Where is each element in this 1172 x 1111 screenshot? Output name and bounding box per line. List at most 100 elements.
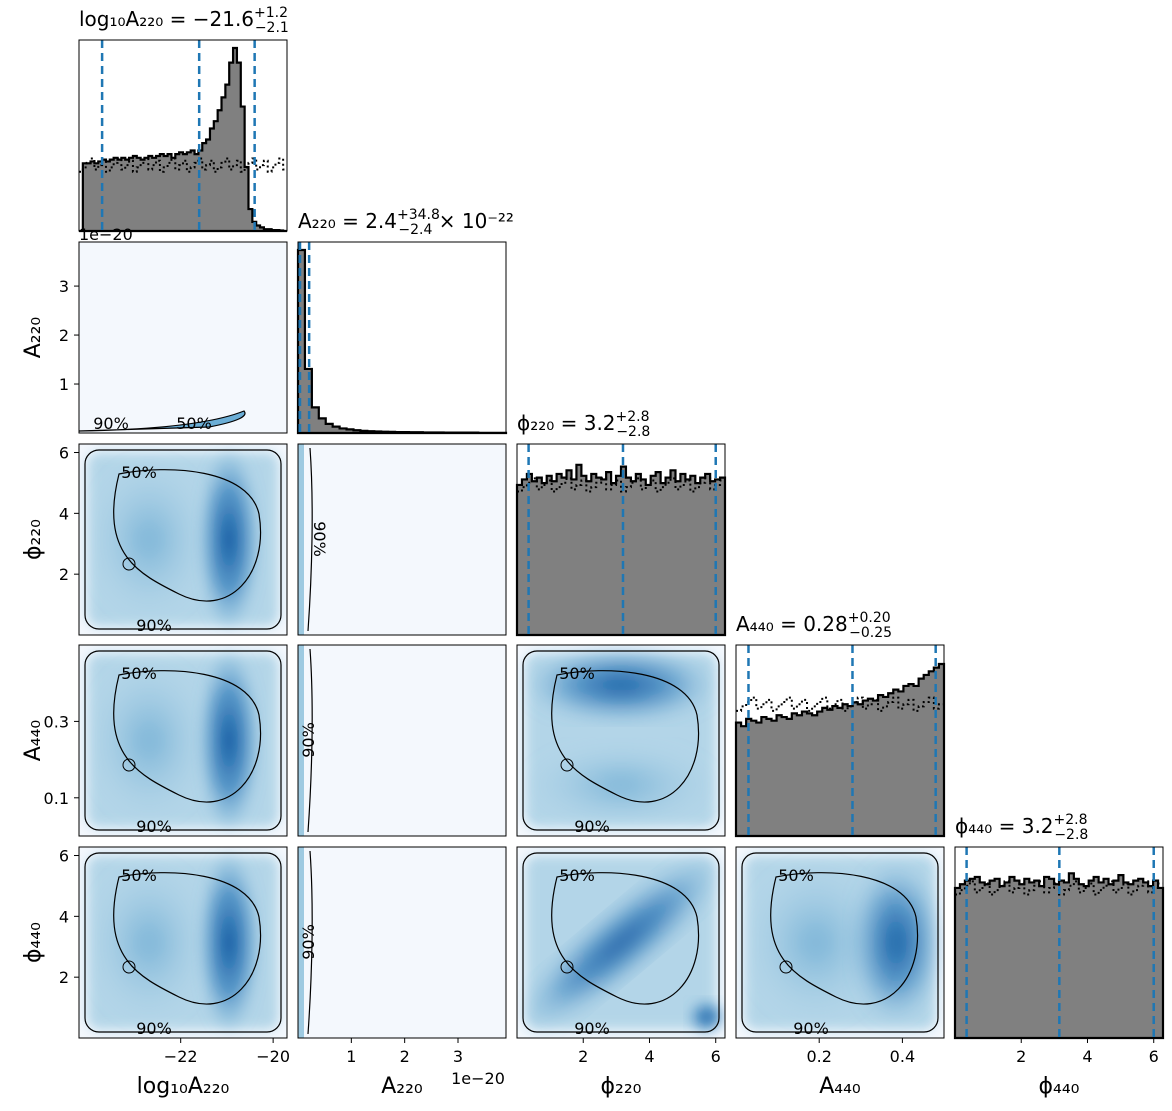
panel-frame <box>297 241 507 434</box>
contour-island <box>779 960 793 974</box>
hist-title-A220: A₂₂₀ = 2.4+34.8 −2.4 × 10⁻²² <box>298 207 514 238</box>
y-tick-label: 4 <box>59 907 69 926</box>
contour-90 <box>522 852 720 1033</box>
density-band <box>298 645 304 836</box>
density-blob <box>197 444 261 635</box>
contour-90 <box>307 447 313 632</box>
panel-frame <box>735 846 945 1039</box>
y-tick-label: 2 <box>59 968 69 987</box>
density-background <box>79 242 287 433</box>
prior-histogram <box>79 157 287 173</box>
contour-label: 90% <box>793 1019 829 1038</box>
x-tick-label: 1 <box>346 1047 356 1066</box>
density-panel-logA220-phi220: 90% 50% <box>78 443 288 636</box>
x-tick-label: 2 <box>578 1047 588 1066</box>
x-tick-label: 2 <box>400 1047 410 1066</box>
contour-50 <box>551 670 699 803</box>
y-axis-label-A220: A₂₂₀ <box>21 317 46 359</box>
contour-90 <box>84 650 282 831</box>
contour-50 <box>79 410 246 432</box>
contour-island <box>122 960 136 974</box>
contour-90 <box>84 449 282 630</box>
contour-label: 90% <box>93 414 129 433</box>
density-panel-A440-phi440: 90% 50% <box>735 846 945 1039</box>
panel-frame <box>78 241 288 434</box>
panel-frame <box>297 644 507 837</box>
contour-90 <box>307 850 313 1035</box>
hist-title-phi440: ϕ₄₄₀ = 3.2+2.8 −2.8 <box>955 812 1088 843</box>
hist-panel-phi220: ϕ₂₂₀ = 3.2+2.8 −2.8 <box>515 409 727 637</box>
prior-histogram <box>517 477 725 493</box>
density-panel-phi220-phi440: 90% 50% <box>516 846 726 1039</box>
density-band <box>298 847 304 1038</box>
contour-90 <box>522 650 720 831</box>
contour-label: 50% <box>121 866 157 885</box>
y-tick-label: 3 <box>59 277 69 296</box>
density-blob <box>197 645 261 836</box>
contour-island <box>122 758 136 772</box>
panel-frame <box>297 443 507 636</box>
density-blob <box>687 999 725 1035</box>
x-tick-label: 4 <box>644 1047 654 1066</box>
y-axis-label-phi440: ϕ₄₄₀ <box>21 922 46 963</box>
contour-label: 50% <box>121 664 157 683</box>
panel-frame <box>78 644 288 837</box>
y-tick-label: 0.1 <box>44 789 69 808</box>
x-tick-label: 0.2 <box>806 1047 831 1066</box>
contour-90 <box>84 852 282 1033</box>
density-blob <box>519 855 723 1030</box>
y-axis-label-A440: A₄₄₀ <box>21 720 46 762</box>
contour-50 <box>113 469 261 602</box>
panel-frame <box>516 846 726 1039</box>
x-axis-label-phi220: ϕ₂₂₀ <box>601 1074 642 1099</box>
y-tick-label: 6 <box>59 847 69 866</box>
posterior-histogram <box>515 463 727 637</box>
x-offset-label: 1e−20 <box>451 1069 505 1088</box>
x-tick-label: 2 <box>1016 1047 1026 1066</box>
x-axis-label-logA220: log₁₀A₂₂₀ <box>137 1074 230 1099</box>
hist-panel-logA220: log₁₀A₂₂₀ = −21.6+1.2 −2.1 <box>78 5 289 233</box>
panel-frame <box>735 644 945 837</box>
hist-title-logA220: log₁₀A₂₂₀ = −21.6+1.2 −2.1 <box>79 5 289 36</box>
posterior-histogram <box>79 46 287 233</box>
density-blob <box>197 847 261 1038</box>
density-panel-A220-A440: 90% <box>297 644 507 837</box>
panel-frame <box>78 443 288 636</box>
density-panel-phi220-A440: 90% 50% <box>516 644 726 837</box>
panel-frame <box>516 644 726 837</box>
density-blob <box>746 862 886 1023</box>
x-tick-label: 6 <box>711 1047 721 1066</box>
posterior-histogram <box>296 248 508 435</box>
x-axis-label-A440: A₄₄₀ <box>819 1074 861 1099</box>
density-band <box>298 444 304 635</box>
contour-label: 90% <box>310 521 329 557</box>
density-blob <box>89 660 209 821</box>
density-background <box>298 645 506 836</box>
density-blob <box>526 650 716 720</box>
hist-title-phi220: ϕ₂₂₀ = 3.2+2.8 −2.8 <box>517 409 650 440</box>
contour-label: 90% <box>136 616 172 635</box>
contour-50 <box>113 872 261 1005</box>
x-axis-label-phi440: ϕ₄₄₀ <box>1039 1074 1080 1099</box>
density-panel-logA220-phi440: 90% 50% <box>78 846 288 1039</box>
contour-label: 90% <box>574 1019 610 1038</box>
x-tick-label: 6 <box>1149 1047 1159 1066</box>
contour-label: 50% <box>176 414 212 433</box>
density-blob <box>526 745 716 825</box>
panel-frame <box>78 39 288 232</box>
contour-island <box>560 960 574 974</box>
contour-label: 50% <box>778 866 814 885</box>
y-offset-label: 1e−20 <box>79 225 133 244</box>
y-tick-label: 2 <box>59 565 69 584</box>
contour-island <box>122 557 136 571</box>
contour-island <box>560 758 574 772</box>
contour-50 <box>770 872 918 1005</box>
x-tick-label: −22 <box>164 1047 198 1066</box>
y-tick-label: 6 <box>59 444 69 463</box>
contour-label: 50% <box>559 866 595 885</box>
density-panel-A220-phi440: 90% <box>297 846 507 1039</box>
contour-90 <box>307 648 313 833</box>
contour-label: 50% <box>559 664 595 683</box>
density-blob <box>89 459 209 620</box>
density-blob <box>89 862 209 1023</box>
